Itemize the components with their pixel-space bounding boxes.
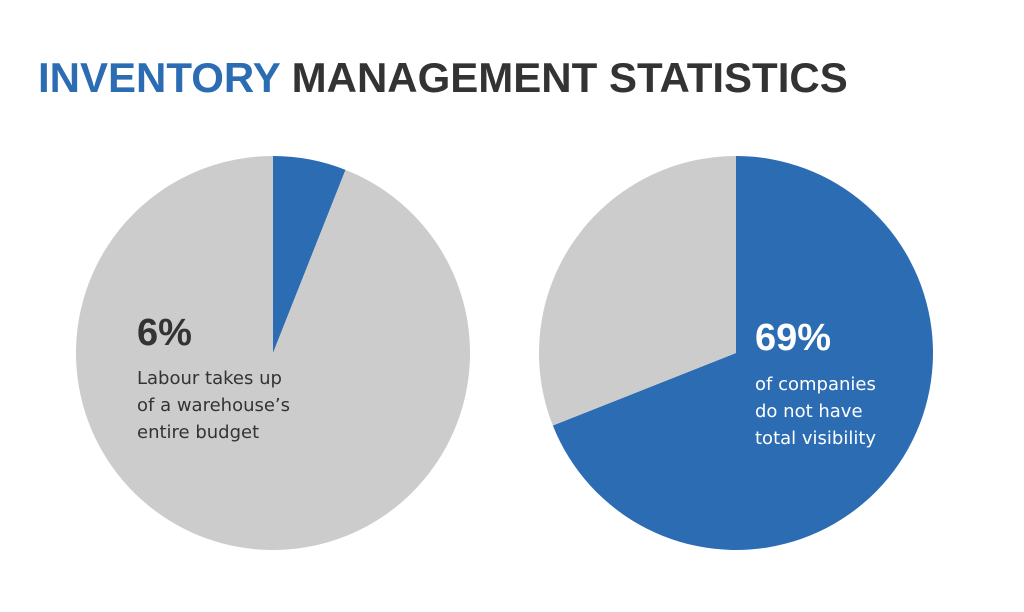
- pie-slice: [539, 156, 736, 426]
- caption-line: of a warehouse’s: [137, 395, 290, 416]
- pie-slice: [552, 156, 934, 550]
- caption-line: total visibility: [755, 428, 876, 449]
- pie-slice: [76, 156, 470, 550]
- caption-line: entire budget: [137, 422, 259, 443]
- pie-slice: [273, 156, 346, 353]
- caption-line: Labour takes up: [137, 368, 282, 389]
- title: INVENTORY MANAGEMENT STATISTICS: [38, 54, 848, 101]
- value-label: 6%: [137, 312, 192, 354]
- value-label: 69%: [755, 317, 831, 359]
- caption-line: of companies: [755, 374, 876, 395]
- title-highlight: INVENTORY: [38, 54, 281, 101]
- caption-line: do not have: [755, 401, 863, 422]
- title-rest: MANAGEMENT STATISTICS: [292, 54, 848, 101]
